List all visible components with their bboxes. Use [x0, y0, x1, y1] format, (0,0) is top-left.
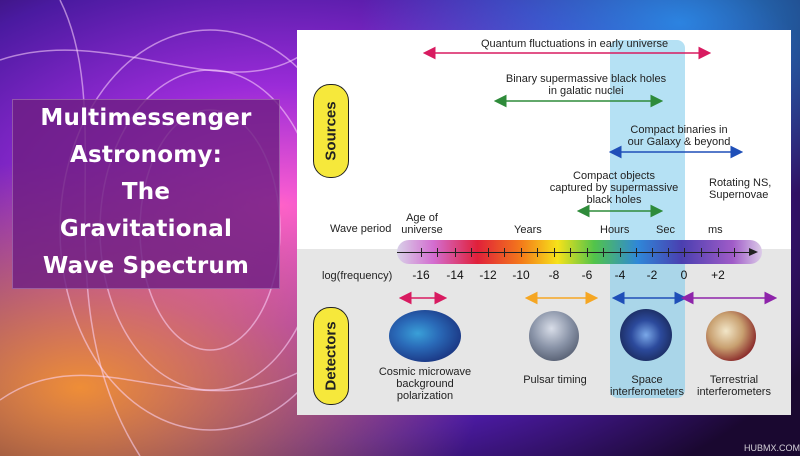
detector-terrestrial-label: Terrestrial interferometers [688, 374, 780, 398]
watermark: HUBMX.COM [744, 443, 800, 453]
wave-period-sec: Sec [656, 224, 675, 236]
frequency-axis-tick [718, 248, 719, 257]
source-compact-binaries-label: Compact binaries in our Galaxy & beyond [617, 124, 741, 148]
detector-cmb-line-2: background [396, 378, 454, 390]
frequency-axis-tick [652, 248, 653, 257]
wave-period-age-line-2: universe [401, 224, 443, 236]
detector-terrestrial-line-2: interferometers [697, 386, 771, 398]
frequency-axis-tick [684, 248, 685, 257]
frequency-axis-tick [636, 248, 637, 257]
wave-period-years: Years [514, 224, 542, 236]
source-rotating-ns-label: Rotating NS, Supernovae [709, 177, 771, 201]
wave-period-ms: ms [708, 224, 723, 236]
frequency-axis-tick [521, 248, 522, 257]
frequency-axis-tick [471, 248, 472, 257]
cmb-map-image [389, 310, 461, 362]
frequency-axis-tick [455, 248, 456, 257]
source-rotating-ns-line-1: Rotating NS, [709, 177, 772, 189]
detectors-pill: Detectors [313, 307, 349, 405]
log-frequency-tick: -8 [548, 268, 560, 282]
frequency-axis-tick [603, 248, 604, 257]
frequency-axis-tick [620, 248, 621, 257]
source-compact-objects-label: Compact objects captured by supermassive… [548, 170, 680, 206]
title-panel: Multimessenger Astronomy: The Gravitatio… [12, 99, 280, 289]
title-line-2: Astronomy: [70, 142, 222, 168]
sources-pill: Sources [313, 84, 349, 178]
log-frequency-tick: -12 [479, 268, 497, 282]
terrestrial-interferometer-image [706, 311, 756, 361]
title-line-5: Wave Spectrum [42, 253, 250, 279]
source-compact-binaries-line-1: Compact binaries in [630, 124, 728, 136]
frequency-axis-tick [437, 248, 438, 257]
source-compact-binaries-line-2: our Galaxy & beyond [627, 136, 731, 148]
frequency-axis-tick [668, 248, 669, 257]
source-binary-smbh-line-2: in galatic nuclei [548, 85, 624, 97]
detector-cmb-label: Cosmic microwave background polarization [370, 366, 480, 402]
frequency-axis-tick [701, 248, 702, 257]
source-compact-objects-line-3: black holes [586, 194, 642, 206]
log-frequency-tick: 0 [680, 268, 688, 282]
frequency-axis-line [397, 252, 752, 253]
detector-cmb-line-1: Cosmic microwave [378, 366, 472, 378]
log-frequency-label: log(frequency) [322, 270, 393, 282]
source-rotating-ns-line-2: Supernovae [709, 189, 769, 201]
detector-space-line-1: Space [631, 374, 663, 386]
detector-cmb-line-3: polarization [396, 390, 454, 402]
log-frequency-tick: -10 [512, 268, 530, 282]
log-frequency-tick: -16 [412, 268, 430, 282]
detector-terrestrial-line-1: Terrestrial [709, 374, 759, 386]
detector-space-line-2: interferometers [610, 386, 684, 398]
frequency-axis-tick [570, 248, 571, 257]
frequency-axis-tick [734, 248, 735, 257]
source-compact-objects-line-1: Compact objects [573, 170, 655, 182]
detector-pulsar-label: Pulsar timing [523, 374, 587, 386]
frequency-axis-tick [587, 248, 588, 257]
log-frequency-tick: -14 [446, 268, 464, 282]
wave-period-hours: Hours [600, 224, 630, 236]
source-binary-smbh-label: Binary supermassive black holes in galat… [504, 73, 668, 97]
log-frequency-tick: +2 [711, 268, 725, 282]
frequency-axis-tick [488, 248, 489, 257]
space-interferometer-image [620, 309, 672, 361]
log-frequency-tick: -4 [614, 268, 626, 282]
radio-telescope-image [529, 311, 579, 361]
frequency-axis-tick [421, 248, 422, 257]
source-compact-objects-line-2: captured by supermassive [549, 182, 679, 194]
detector-space-label: Space interferometers [603, 374, 691, 398]
wave-period-label: Wave period [330, 223, 392, 235]
frequency-axis-tick [537, 248, 538, 257]
title-line-3: The [121, 179, 171, 205]
wave-period-age-line-1: Age of [406, 212, 438, 224]
title-line-4: Gravitational [59, 216, 233, 242]
wave-period-age-of-universe: Age of universe [398, 212, 446, 236]
frequency-axis-tick [504, 248, 505, 257]
frequency-axis-tick [554, 248, 555, 257]
log-frequency-tick: -2 [646, 268, 658, 282]
title-line-1: Multimessenger [40, 105, 252, 131]
source-binary-smbh-line-1: Binary supermassive black holes [505, 73, 667, 85]
log-frequency-tick: -6 [581, 268, 593, 282]
frequency-axis-arrowhead [749, 248, 758, 256]
